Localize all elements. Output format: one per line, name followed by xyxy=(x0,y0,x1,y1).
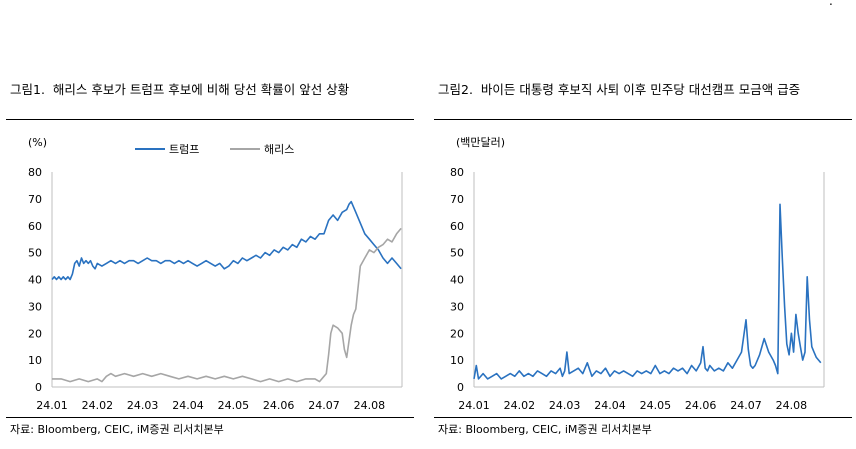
chart1-legend-label-2: 해리스 xyxy=(264,142,294,156)
chart2-y-tick-label: 0 xyxy=(457,381,464,394)
figure-2-title: 그림2. 바이든 대통령 후보직 사퇴 이후 민주당 대선캠프 모금액 급증 xyxy=(438,82,801,97)
figure-2-bottom-rule xyxy=(434,417,852,418)
chart2-x-tick-label: 24.08 xyxy=(776,399,808,412)
figure-2-chart: (백만달러) 0 10 20 30 40 50 60 70 80 24.01 24.02 24.03 24… xyxy=(450,136,825,412)
chart2-x-tick-label: 24.06 xyxy=(685,399,717,412)
chart1-y-tick-label: 0 xyxy=(35,381,42,394)
chart2-x-tick-label: 24.01 xyxy=(458,399,490,412)
chart1-x-tick-label: 24.06 xyxy=(263,399,295,412)
chart1-y-tick-label: 40 xyxy=(28,274,42,287)
chart2-y-tick-label: 60 xyxy=(450,220,464,233)
chart2-x-tick-label: 24.03 xyxy=(549,399,581,412)
figure-1-title: 그림1. 해리스 후보가 트럼프 후보에 비해 당선 확률이 앞선 상황 xyxy=(10,82,350,97)
chart1-x-tick-label: 24.01 xyxy=(36,399,68,412)
chart2-x-tick-label: 24.04 xyxy=(594,399,626,412)
figure-1-source: 자료: Bloomberg, CEIC, iM증권 리서치본부 xyxy=(10,423,224,436)
chart1-x-tick-label: 24.05 xyxy=(218,399,250,412)
corner-mark: . xyxy=(829,0,833,8)
figure-1-panel: 그림1. 해리스 후보가 트럼프 후보에 비해 당선 확률이 앞선 상황 (%)… xyxy=(0,0,420,449)
chart1-y-tick-label: 50 xyxy=(28,247,42,260)
chart1-y-tick-label: 20 xyxy=(28,327,42,340)
chart2-y-tick-label: 10 xyxy=(450,354,464,367)
chart1-y-tick-label: 60 xyxy=(28,220,42,233)
chart2-x-tick-label: 24.07 xyxy=(730,399,762,412)
chart1-x-tick-label: 24.04 xyxy=(172,399,204,412)
figure-1-chart: (%) 0 10 20 30 40 50 60 70 80 24.01 24.02 24.03 24.04… xyxy=(28,136,403,412)
chart1-x-tick-label: 24.03 xyxy=(127,399,159,412)
chart1-unit-label: (%) xyxy=(28,136,47,149)
figure-2-panel: 그림2. 바이든 대통령 후보직 사퇴 이후 민주당 대선캠프 모금액 급증 (… xyxy=(430,0,856,449)
chart1-y-tick-label: 80 xyxy=(28,166,42,179)
chart1-series-line-2 xyxy=(52,227,402,383)
chart2-y-tick-label: 20 xyxy=(450,327,464,340)
chart1-x-tick-label: 24.07 xyxy=(308,399,340,412)
chart1-series-line-1 xyxy=(51,200,402,281)
chart2-series-line-1 xyxy=(473,203,822,380)
chart2-x-tick-label: 24.02 xyxy=(504,399,536,412)
chart1-y-tick-label: 70 xyxy=(28,193,42,206)
chart2-unit-label: (백만달러) xyxy=(456,136,505,149)
chart2-y-tick-label: 30 xyxy=(450,300,464,313)
chart2-x-tick-label: 24.05 xyxy=(640,399,672,412)
chart1-y-tick-label: 30 xyxy=(28,300,42,313)
chart2-y-tick-label: 40 xyxy=(450,274,464,287)
figure-1-bottom-rule xyxy=(6,417,414,418)
chart2-y-tick-label: 50 xyxy=(450,247,464,260)
chart2-y-tick-label: 80 xyxy=(450,166,464,179)
chart1-x-tick-label: 24.08 xyxy=(354,399,386,412)
figure-1-top-rule xyxy=(6,119,414,120)
figure-2-top-rule xyxy=(434,119,852,120)
chart2-y-tick-label: 70 xyxy=(450,193,464,206)
figure-2-source: 자료: Bloomberg, CEIC, iM증권 리서치본부 xyxy=(438,423,652,436)
chart1-legend-label-1: 트럼프 xyxy=(169,143,199,156)
chart1-y-tick-label: 10 xyxy=(28,354,42,367)
chart1-x-tick-label: 24.02 xyxy=(82,399,114,412)
